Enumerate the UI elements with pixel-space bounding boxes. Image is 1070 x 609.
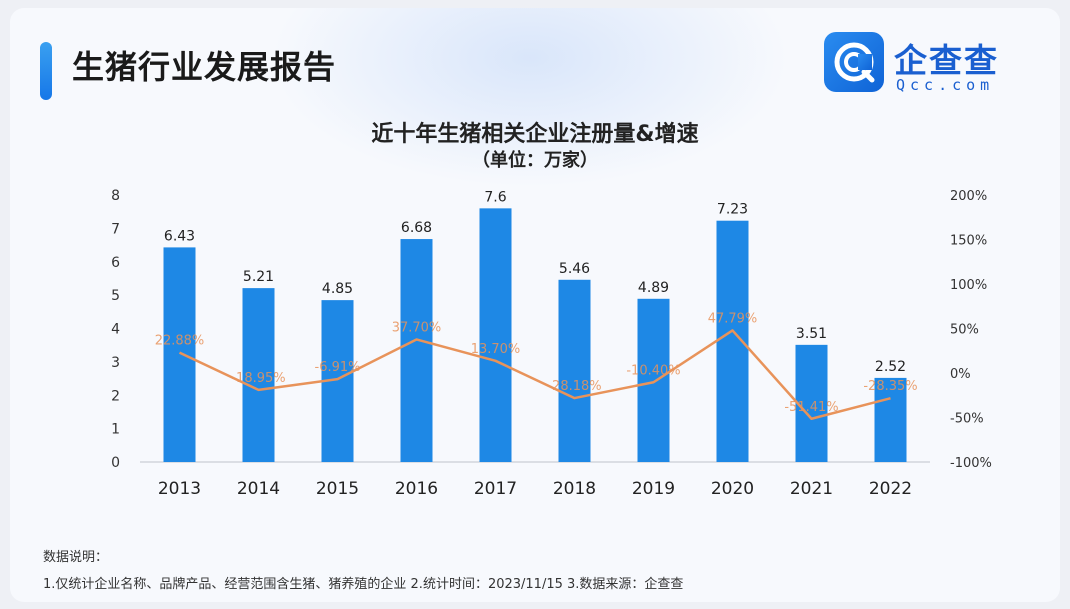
bar xyxy=(242,288,275,462)
y-left-tick-label: 3 xyxy=(111,355,120,371)
chart-title: 近十年生猪相关企业注册量&增速 xyxy=(371,122,699,147)
y-left-tick-label: 7 xyxy=(111,221,120,237)
chart-subtitle: （单位：万家） xyxy=(472,150,598,171)
bar xyxy=(874,377,907,462)
bar-value-label: 2.52 xyxy=(875,359,906,375)
logo-subtext: Qcc.com xyxy=(896,76,995,94)
x-tick-label: 2016 xyxy=(395,479,438,499)
report-card: 生猪行业发展报告 企查查 Qcc.com 近十年生猪相关企业注册量&增速 （单位… xyxy=(10,8,1060,602)
bar-value-label: 7.23 xyxy=(717,202,748,218)
y-left-tick-label: 6 xyxy=(111,255,120,271)
bar-value-label: 5.21 xyxy=(243,269,274,285)
y-left-tick-label: 2 xyxy=(111,388,120,404)
bar xyxy=(795,344,828,462)
y-left-tick-label: 8 xyxy=(111,188,120,204)
y-right-tick-label: -100% xyxy=(950,456,992,471)
growth-rate-label: -28.18% xyxy=(547,379,601,394)
bar xyxy=(558,279,591,462)
growth-rate-line xyxy=(178,329,891,421)
y-left-tick-label: 5 xyxy=(111,288,120,304)
bar-value-label: 4.85 xyxy=(322,281,353,297)
y-right-tick-label: 100% xyxy=(950,278,987,293)
y-right-tick-label: 0% xyxy=(950,367,971,382)
bar xyxy=(479,208,512,462)
qcc-logo-icon xyxy=(824,32,884,92)
report-title: 生猪行业发展报告 xyxy=(72,48,337,86)
bar-value-label: 6.43 xyxy=(164,228,195,244)
x-tick-label: 2013 xyxy=(158,479,201,499)
bar-value-label: 7.6 xyxy=(484,189,506,205)
growth-rate-label: -18.95% xyxy=(231,371,285,386)
y-left-tick-label: 0 xyxy=(111,455,120,471)
bar xyxy=(163,247,196,462)
growth-rate-label: -6.91% xyxy=(315,360,361,375)
bar-line-chart: 0 1 2 3 4 5 6 7 8 -100% -50% 0% 50% 100% 150% 200% 6.43 2… xyxy=(111,188,992,499)
qcc-logo[interactable]: 企查查 Qcc.com xyxy=(824,32,1044,104)
notes-line: 1.仅统计企业名称、品牌产品、经营范围含生猪、猪养殖的企业 2.统计时间：202… xyxy=(43,577,684,592)
y-right-tick-label: 150% xyxy=(950,234,987,249)
bar xyxy=(637,298,670,462)
x-tick-label: 2020 xyxy=(711,479,754,499)
x-tick-label: 2018 xyxy=(553,479,596,499)
x-tick-label: 2015 xyxy=(316,479,359,499)
bar xyxy=(400,239,433,462)
growth-rate-label: -10.40% xyxy=(626,363,680,378)
growth-rate-label: 13.70% xyxy=(471,342,521,357)
x-tick-label: 2022 xyxy=(869,479,912,499)
bar-value-label: 3.51 xyxy=(796,326,827,342)
y-right-tick-label: 200% xyxy=(950,189,987,204)
y-right-tick-label: 50% xyxy=(950,323,979,338)
logo-name: 企查查 xyxy=(894,41,999,80)
bar-value-label: 4.89 xyxy=(638,280,669,296)
bar-value-label: 5.46 xyxy=(559,261,590,277)
y-right-tick-label: -50% xyxy=(950,412,984,427)
y-left-tick-label: 1 xyxy=(111,422,120,438)
growth-rate-label: -28.35% xyxy=(863,379,917,394)
y-left-tick-label: 4 xyxy=(111,322,120,338)
growth-rate-label: -51.41% xyxy=(784,400,838,415)
x-tick-label: 2019 xyxy=(632,479,675,499)
title-accent-bar xyxy=(40,42,52,100)
bar-value-label: 6.68 xyxy=(401,220,432,236)
growth-rate-label: 47.79% xyxy=(708,311,758,326)
x-tick-label: 2017 xyxy=(474,479,517,499)
x-tick-label: 2021 xyxy=(790,479,833,499)
notes-heading: 数据说明： xyxy=(43,550,109,565)
data-notes: 数据说明： 1.仅统计企业名称、品牌产品、经营范围含生猪、猪养殖的企业 2.统计… xyxy=(43,544,683,598)
growth-rate-label: 22.88% xyxy=(155,334,205,349)
growth-rate-label: 37.70% xyxy=(392,320,442,335)
x-tick-label: 2014 xyxy=(237,479,280,499)
